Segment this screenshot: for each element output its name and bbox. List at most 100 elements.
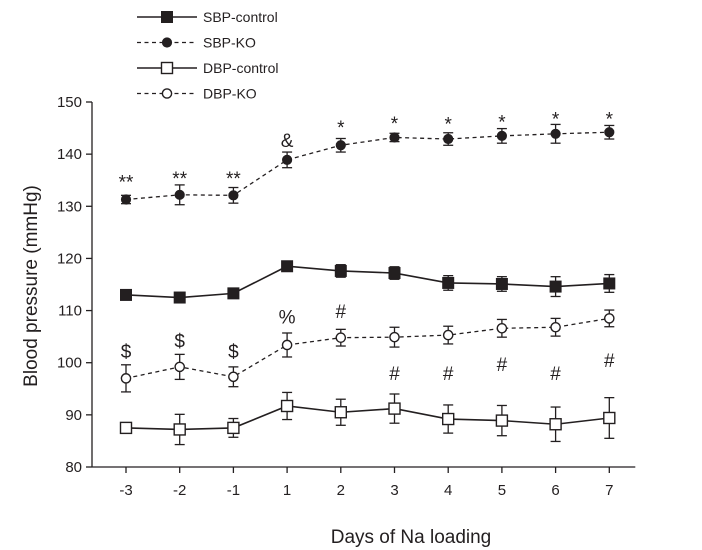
legend-label-dbp-control: DBP-control xyxy=(203,60,278,76)
significance-marker: * xyxy=(552,110,560,131)
x-tick-label: 4 xyxy=(444,482,452,499)
sbp-control-point xyxy=(603,277,616,290)
dbp-control-point xyxy=(173,423,186,436)
x-tick-label: -1 xyxy=(227,482,240,499)
legend-dbp-ko-point xyxy=(161,88,173,99)
legend: SBP-control SBP-KO DBP-control DBP-KO xyxy=(137,9,278,102)
x-ticks: -3 -2 -1 1 2 3 4 5 6 7 xyxy=(119,467,613,499)
sbp-ko-point xyxy=(496,130,507,141)
significance-marker: # xyxy=(336,302,347,323)
dbp-control-line xyxy=(125,405,610,431)
sbp-ko-point xyxy=(228,190,239,201)
dbp-control-point xyxy=(495,414,509,427)
legend-item-dbp-control: DBP-control xyxy=(137,60,278,76)
y-tick-label: 130 xyxy=(57,198,82,215)
sbp-ko-point xyxy=(443,133,454,145)
sbp-ko-point xyxy=(335,140,346,151)
significance-marker: # xyxy=(550,364,561,385)
legend-sbp-ko-point xyxy=(161,37,173,48)
sbp-control-point xyxy=(549,280,562,293)
x-tick-label: 1 xyxy=(283,482,291,499)
legend-item-sbp-control: SBP-control xyxy=(137,9,278,25)
y-axis-title: Blood pressure (mmHg) xyxy=(21,185,42,387)
dbp-control-point xyxy=(334,406,347,419)
y-tick-label: 110 xyxy=(58,303,82,320)
significance-marker: * xyxy=(391,114,399,135)
dbp-control-point xyxy=(280,399,294,413)
sbp-ko-point xyxy=(550,128,561,139)
sbp-control-point xyxy=(442,276,455,289)
significance-marker: # xyxy=(604,351,615,372)
dbp-ko-point xyxy=(120,373,132,384)
sbp-control-line xyxy=(125,265,610,299)
significance-marker: * xyxy=(606,110,614,131)
significance-marker: * xyxy=(498,112,506,133)
dbp-ko-point xyxy=(550,321,561,333)
dbp-ko-series xyxy=(120,309,615,393)
dbp-control-point xyxy=(603,411,616,425)
significance-marker: & xyxy=(281,131,294,152)
plot-series xyxy=(119,123,616,446)
y-tick-label: 150 xyxy=(57,94,82,111)
x-tick-label: 2 xyxy=(337,482,345,499)
legend-item-sbp-ko: SBP-KO xyxy=(137,35,256,51)
sbp-ko-point xyxy=(604,127,615,138)
significance-marker: * xyxy=(337,118,345,139)
dbp-control-series xyxy=(119,391,616,446)
dbp-control-point xyxy=(119,421,133,435)
dbp-control-point xyxy=(442,412,455,426)
dbp-control-point xyxy=(549,418,562,431)
y-tick-label: 140 xyxy=(57,146,82,163)
dbp-ko-point xyxy=(174,361,185,373)
y-tick-label: 80 xyxy=(65,459,82,476)
y-ticks: 80 90 100 110 120 130 140 150 xyxy=(57,94,92,476)
legend-label-sbp-ko: SBP-KO xyxy=(203,35,256,51)
significance-marker: # xyxy=(443,364,454,385)
significance-marker: ** xyxy=(226,169,241,190)
sbp-ko-series xyxy=(120,123,615,206)
dbp-ko-point xyxy=(335,332,347,343)
x-tick-label: -2 xyxy=(173,482,186,499)
y-tick-label: 100 xyxy=(57,355,82,372)
dbp-control-point xyxy=(227,421,240,435)
x-tick-label: 6 xyxy=(551,482,559,499)
sbp-control-point xyxy=(495,277,508,290)
dbp-ko-point xyxy=(281,339,293,351)
dbp-control-point xyxy=(388,402,401,415)
significance-marker: $ xyxy=(174,331,185,352)
legend-sbp-control-point xyxy=(161,11,173,23)
significance-marker: * xyxy=(444,114,452,135)
x-tick-label: 3 xyxy=(390,482,398,499)
legend-item-dbp-ko: DBP-KO xyxy=(137,86,257,102)
x-tick-label: 7 xyxy=(605,482,613,499)
dbp-ko-point xyxy=(228,371,239,383)
sbp-ko-point xyxy=(120,194,132,205)
legend-label-dbp-ko: DBP-KO xyxy=(203,86,257,102)
significance-marker: $ xyxy=(121,342,132,363)
axes: 80 90 100 110 120 130 140 150 -3 -2 -1 1 2 3 4 5 6 7 xyxy=(57,94,636,499)
dbp-ko-line xyxy=(125,317,610,379)
sbp-ko-point xyxy=(174,189,185,200)
dbp-ko-point xyxy=(442,329,454,341)
sbp-control-point xyxy=(334,264,347,277)
dbp-ko-point xyxy=(604,313,615,324)
significance-marker: # xyxy=(389,364,400,385)
x-axis-title: Days of Na loading xyxy=(331,527,492,548)
significance-marker: $ xyxy=(228,342,239,363)
sbp-control-point xyxy=(120,288,132,301)
legend-label-sbp-control: SBP-control xyxy=(203,9,278,25)
significance-marker: ** xyxy=(172,169,187,190)
dbp-ko-point xyxy=(496,322,508,334)
legend-dbp-control-point xyxy=(160,61,174,75)
dbp-ko-point xyxy=(389,331,400,343)
sbp-control-point xyxy=(388,267,401,280)
x-tick-label: -3 xyxy=(119,482,132,499)
sbp-ko-point xyxy=(282,154,293,165)
sbp-control-point xyxy=(227,287,240,300)
sbp-ko-point xyxy=(389,132,400,143)
sbp-control-series xyxy=(120,260,616,304)
x-tick-label: 5 xyxy=(498,482,506,499)
sbp-control-point xyxy=(173,291,186,304)
significance-marker: % xyxy=(279,307,296,328)
